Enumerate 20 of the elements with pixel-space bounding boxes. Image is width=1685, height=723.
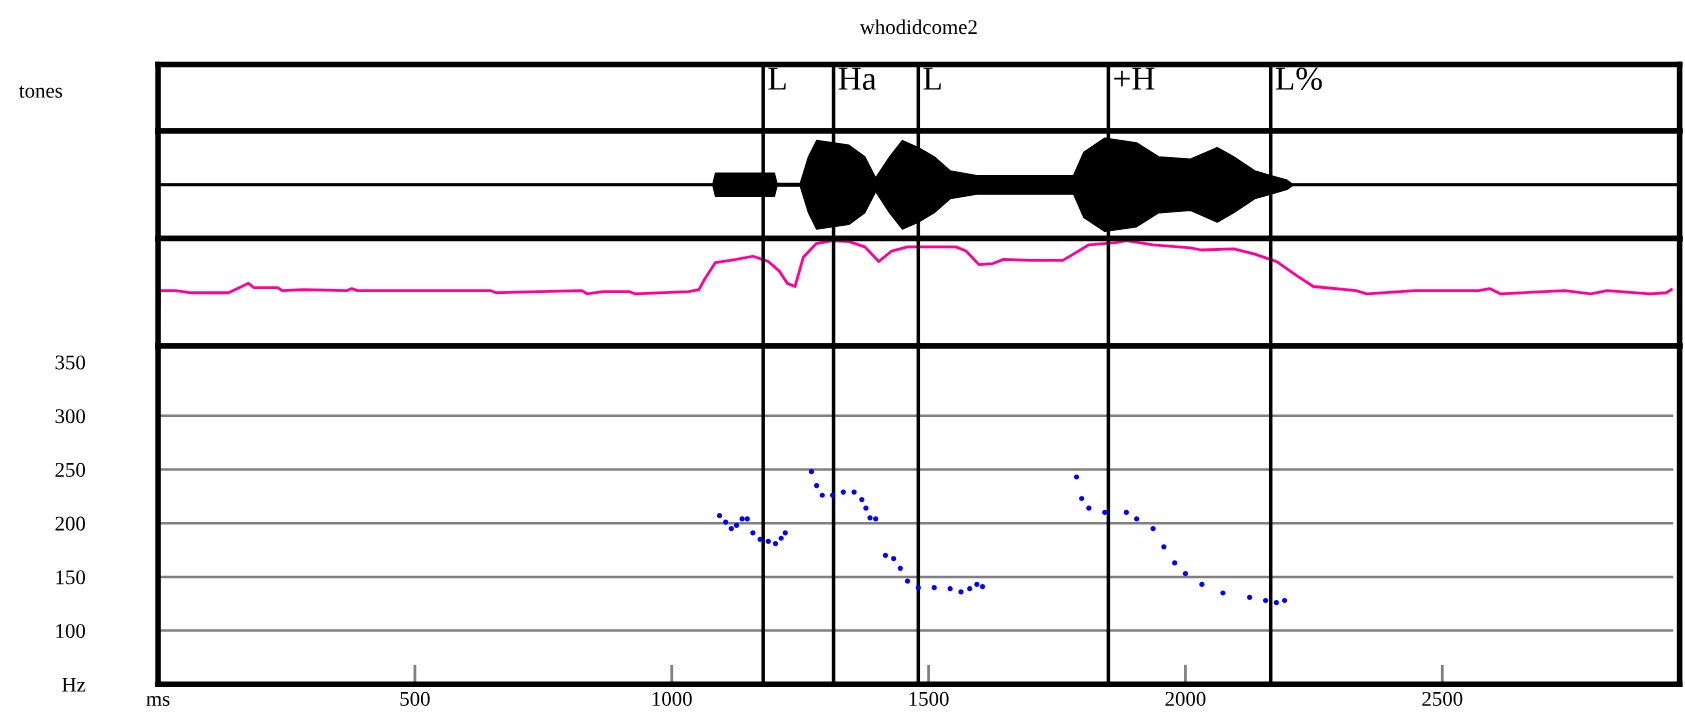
text: Ha [838, 67, 877, 90]
y-tick-label: 250 [55, 462, 86, 477]
y-tick-label: 300 [55, 409, 86, 424]
x-tick-label: 1000 [652, 691, 692, 706]
y-tick-label: 100 [56, 623, 86, 639]
text: tones [19, 85, 63, 98]
text: whodidcome2 [859, 19, 977, 35]
x-tick-label: ms [146, 695, 170, 706]
y-tick-label: 150 [56, 570, 86, 585]
text: L [923, 67, 941, 90]
x-tick-label: 1500 [909, 691, 949, 706]
x-tick-label: 2000 [1165, 691, 1206, 706]
x-tick-label: 2500 [1422, 691, 1463, 706]
text: +H [1114, 67, 1155, 90]
text: L [768, 67, 786, 90]
y-tick-label: 200 [55, 516, 86, 531]
y-tick-label: 350 [55, 355, 86, 370]
y-tick-label: Hz [62, 677, 86, 692]
text: L% [1275, 67, 1322, 91]
x-tick-label: 500 [400, 691, 430, 706]
